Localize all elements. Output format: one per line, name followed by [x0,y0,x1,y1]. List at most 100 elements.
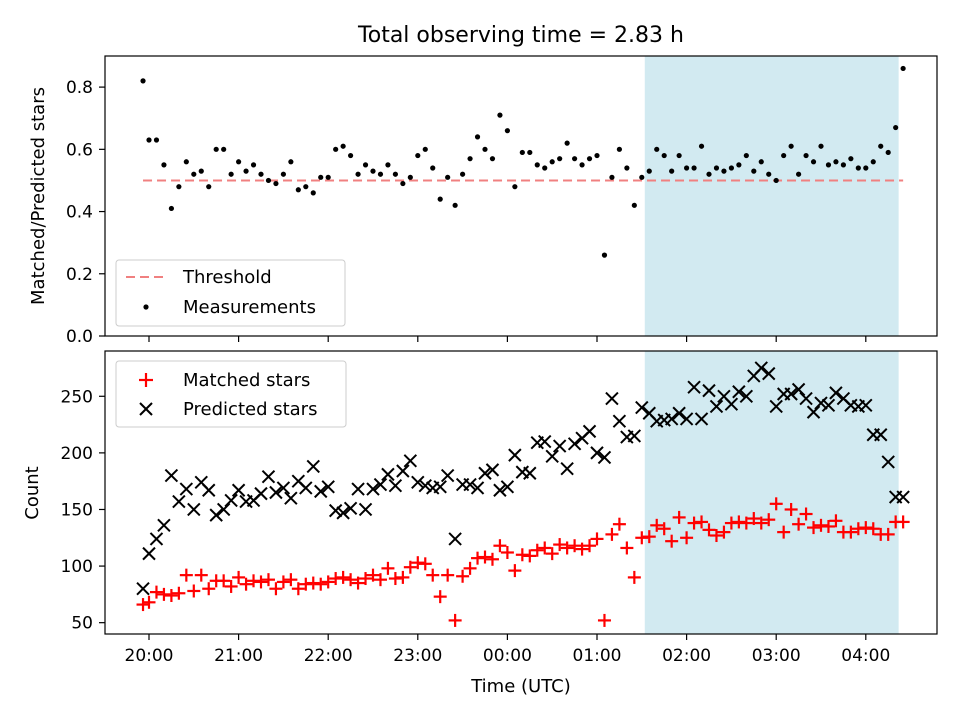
predicted-star-point [396,464,410,478]
matched-star-point [411,556,425,570]
predicted-star-point [142,546,156,561]
matched-star-point [829,514,843,528]
time-x-tick-label: 20:00 [125,646,174,666]
predicted-star-point [172,494,186,509]
measurement-point [221,146,227,152]
matched-star-point [396,570,410,584]
measurement-point [153,137,160,143]
measurement-point [303,184,309,190]
measurement-point [445,174,451,180]
measurement-point [706,171,712,177]
matched-star-point [590,532,604,546]
predicted-star-point [299,481,313,495]
measurement-point [176,184,182,190]
ratio-y-axis-label: Matched/Predicted stars [28,87,49,305]
measurement-point [863,165,869,171]
matched-star-point [239,577,253,591]
predicted-star-point [328,503,343,518]
matched-star-point [896,515,910,529]
matched-star-point [762,513,776,527]
matched-star-point [194,568,208,582]
measurement-point [250,162,257,168]
matched-star-point [627,570,641,584]
measurement-point [758,159,764,165]
predicted-star-point [538,434,552,449]
observing-window-shade [644,351,899,634]
matched-star-point [149,585,163,599]
predicted-star-point [672,406,686,420]
matched-star-point [157,587,171,601]
matched-star-point [426,568,440,582]
count-y-ticks: 50 100 150 200 250 [61,387,105,634]
measurement-point [639,174,645,180]
matched-star-point [777,525,791,539]
measurement-point [213,146,219,152]
measurement-point [549,159,555,165]
ratio-y-ticks: 0.0 0.2 0.4 0.6 0.8 [66,78,867,347]
measurement-point [482,146,488,152]
predicted-star-point [545,449,559,463]
predicted-star-point [306,459,320,474]
matched-star-point [381,561,395,575]
matched-star-point [508,564,522,578]
measurement-point [385,162,391,168]
matched-star-point [142,595,156,609]
measurement-point [713,165,720,171]
matched-star-point [560,541,574,555]
matched-star-point [456,569,470,583]
ratio-y-tick-label: 0.8 [66,78,93,98]
matched-star-point [657,522,671,536]
measurement-point [766,171,772,177]
matched-star-point [471,551,485,565]
measurement-point [362,162,369,168]
predicted-star-point [269,485,283,500]
matched-star-point [814,518,828,532]
measurement-point [497,112,503,118]
measurement-point [310,190,316,196]
measurement-point [833,159,839,165]
predicted-star-point [694,412,709,426]
predicted-star-point [724,397,739,411]
matched-star-point [754,516,768,530]
measurement-point [474,134,481,140]
predicted-star-point [896,490,910,504]
ratio-measurement-points [140,65,906,258]
matched-star-point [687,516,701,530]
predicted-star-point [216,502,231,517]
matched-star-point [299,577,313,591]
matched-star-point [881,527,895,541]
measurement-point [489,156,496,162]
matched-star-point [269,582,283,596]
measurement-point [743,152,749,159]
predicted-star-point [806,405,821,419]
matched-star-point [702,523,716,537]
matched-star-point [351,576,365,590]
measurement-point [818,143,824,149]
measurement-point [183,159,189,165]
measurement-point [146,137,152,143]
predicted-star-point [366,482,380,496]
measurement-point [609,174,615,180]
measurement-point [437,196,443,202]
predicted-star-point [358,502,373,517]
predicted-star-point [709,399,724,414]
predicted-star-point [567,437,582,451]
count-y-tick-label: 50 [71,614,93,634]
matched-star-point [329,572,343,586]
predicted-star-point [612,414,627,428]
predicted-star-point [881,455,895,469]
matched-star-point [732,515,746,529]
measurement-point [467,156,473,162]
predicted-star-point [403,454,418,468]
predicted-star-point [231,483,246,497]
matched-star-point [217,574,231,588]
matched-star-point [500,545,514,559]
predicted-star-point [202,483,216,497]
matched-star-point [403,560,417,574]
measurement-point [288,159,294,165]
measurement-point [280,171,286,177]
matched-star-point [851,522,865,536]
matched-star-point [866,522,880,536]
matched-star-point [575,542,589,556]
